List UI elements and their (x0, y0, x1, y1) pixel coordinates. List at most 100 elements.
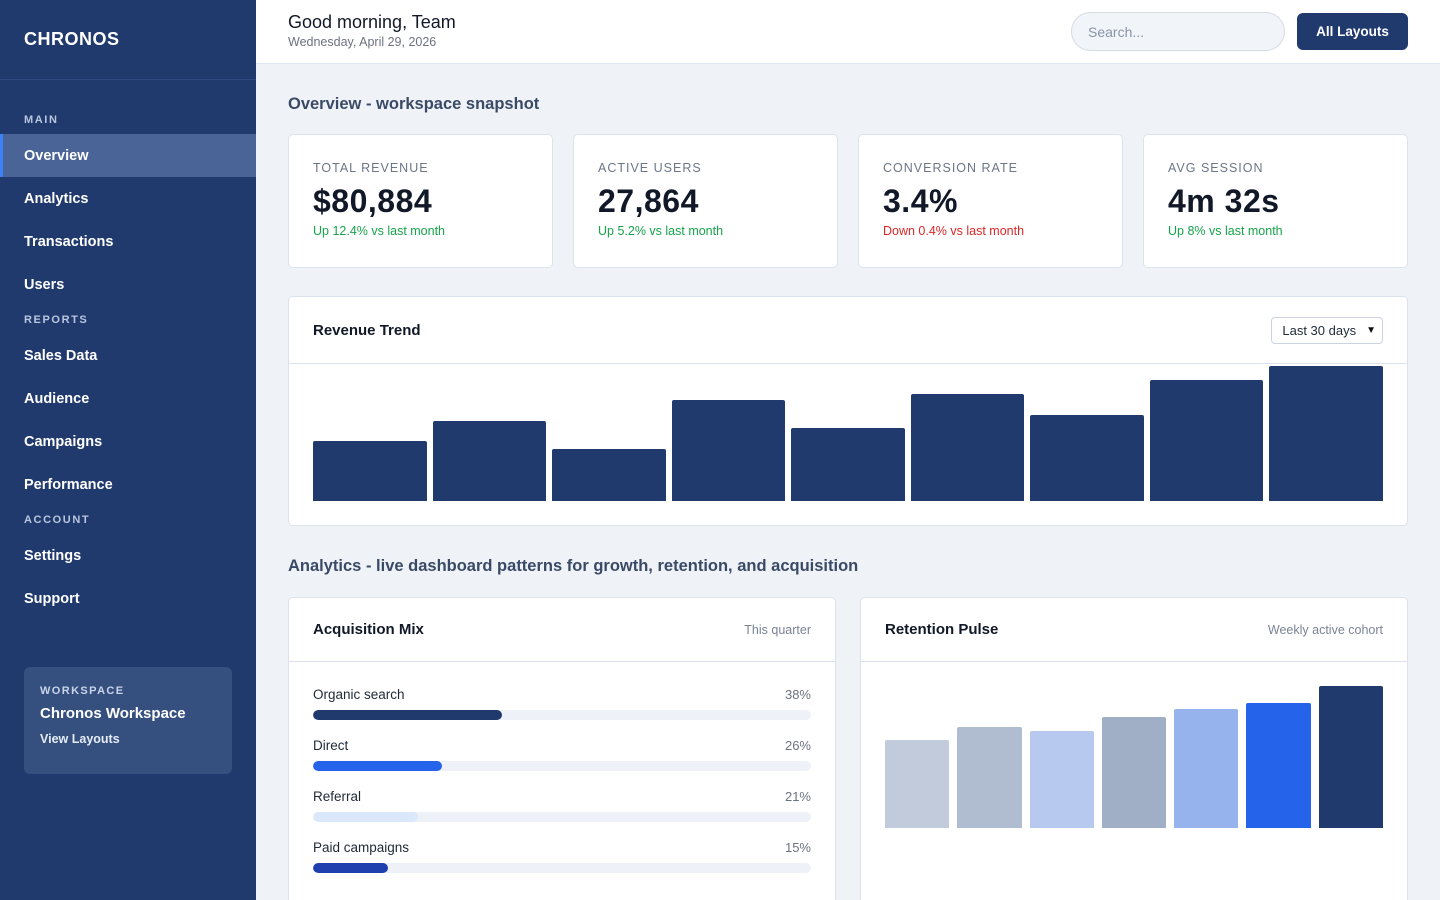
channel-row-header: Referral 21% (313, 789, 811, 804)
progress-track (313, 710, 811, 720)
retention-bar-chart (885, 686, 1383, 828)
chart-bar (313, 441, 427, 501)
chart-bar (957, 727, 1022, 828)
acquisition-subtitle: This quarter (744, 622, 811, 637)
kpi-card-avg-session: AVG SESSION 4m 32s Up 8% vs last month (1143, 134, 1408, 268)
channel-percent: 26% (784, 738, 811, 753)
date-range-value: Last 30 days (1282, 322, 1357, 338)
channel-name: Organic search (313, 687, 405, 702)
revenue-trend-header: Revenue Trend Last 30 days ▼ (289, 297, 1407, 364)
acquisition-mix-card: Acquisition Mix This quarter Organic sea… (288, 597, 836, 900)
chart-bar (1318, 686, 1383, 828)
kpi-label: TOTAL REVENUE (313, 161, 429, 175)
retention-subtitle: Weekly active cohort (1267, 622, 1383, 637)
revenue-trend-card: Revenue Trend Last 30 days ▼ (288, 296, 1408, 526)
date-range-select[interactable]: Last 30 days ▼ (1271, 316, 1383, 344)
current-date: Wednesday, April 29, 2026 (288, 35, 437, 49)
chart-bar (1030, 415, 1144, 501)
acquisition-header: Acquisition Mix This quarter (289, 598, 835, 662)
sidebar-item-campaigns[interactable]: Campaigns (24, 433, 103, 450)
kpi-card-conversion-rate: CONVERSION RATE 3.4% Down 0.4% vs last mon… (858, 134, 1123, 268)
sidebar-item-analytics[interactable]: Analytics (24, 190, 89, 207)
kpi-label: ACTIVE USERS (598, 161, 702, 175)
revenue-trend-title: Revenue Trend (313, 321, 421, 339)
kpi-delta: Up 5.2% vs last month (598, 224, 724, 238)
nav-section-reports: REPORTS (24, 314, 89, 326)
chart-bar (791, 427, 905, 501)
chevron-down-icon: ▼ (1366, 324, 1376, 336)
list-item: Paid campaigns 15% (313, 840, 811, 873)
channel-percent: 21% (784, 789, 811, 804)
kpi-value: 3.4% (883, 183, 958, 219)
channel-row-header: Organic search 38% (313, 687, 811, 702)
channel-name: Paid campaigns (313, 840, 410, 855)
chart-bar (1269, 366, 1383, 501)
progress-track (313, 761, 811, 771)
channel-percent: 15% (784, 840, 811, 855)
kpi-label: CONVERSION RATE (883, 161, 1018, 175)
chart-bar (1246, 703, 1311, 828)
channel-row-header: Paid campaigns 15% (313, 840, 811, 855)
sidebar-item-overview[interactable]: Overview (0, 134, 256, 177)
chart-bar (1029, 731, 1094, 828)
sidebar-item-audience[interactable]: Audience (24, 390, 90, 407)
list-item: Referral 21% (313, 789, 811, 822)
sidebar-item-settings[interactable]: Settings (24, 547, 82, 564)
workspace-label: WORKSPACE (40, 685, 125, 697)
chart-bar (671, 400, 786, 501)
kpi-value: 27,864 (598, 183, 699, 219)
overview-title: Overview - workspace snapshot (288, 95, 540, 113)
sidebar-item-sales-data[interactable]: Sales Data (24, 347, 98, 364)
channel-name: Direct (313, 738, 349, 753)
revenue-bar-chart (313, 365, 1383, 501)
kpi-delta: Up 8% vs last month (1168, 224, 1283, 238)
channel-percent: 38% (784, 687, 811, 702)
sidebar: CHRONOS MAIN Overview Analytics Transaction… (0, 0, 256, 900)
channel-name: Referral (313, 789, 362, 804)
kpi-label: AVG SESSION (1168, 161, 1264, 175)
progress-track (313, 812, 811, 822)
sidebar-item-users[interactable]: Users (24, 276, 65, 293)
retention-title: Retention Pulse (885, 621, 999, 638)
chart-bar (1101, 717, 1167, 828)
sidebar-item-performance[interactable]: Performance (24, 476, 113, 493)
progress-fill (313, 761, 443, 771)
greeting: Good morning, Team (288, 12, 456, 32)
kpi-card-active-users: ACTIVE USERS 27,864 Up 5.2% vs last month (573, 134, 838, 268)
sidebar-nav: MAIN Overview Analytics Transactions Users RE… (0, 80, 256, 620)
chart-bar (1174, 708, 1239, 828)
analytics-title: Analytics - live dashboard patterns for … (288, 557, 859, 575)
top-header: Good morning, Team Wednesday, April 29, … (256, 0, 1440, 64)
progress-fill (313, 710, 503, 720)
list-item: Organic search 38% (313, 687, 811, 720)
workspace-card: WORKSPACE Chronos Workspace View Layouts (24, 667, 232, 774)
all-layouts-button[interactable]: All Layouts (1297, 13, 1408, 50)
brand-logo: CHRONOS (0, 0, 256, 80)
kpi-delta: Down 0.4% vs last month (883, 224, 1025, 238)
kpi-delta: Up 12.4% vs last month (313, 224, 446, 238)
chart-bar (432, 420, 547, 501)
view-layouts-link[interactable]: View Layouts (40, 732, 120, 746)
kpi-value: $80,884 (313, 183, 433, 219)
nav-section-account: ACCOUNT (24, 514, 91, 526)
sidebar-item-transactions[interactable]: Transactions (24, 233, 114, 250)
kpi-value: 4m 32s (1168, 183, 1280, 219)
progress-track (313, 863, 811, 873)
chart-bar (1149, 379, 1264, 501)
chart-bar (910, 393, 1025, 501)
nav-section-main: MAIN (24, 114, 59, 126)
kpi-card-total-revenue: TOTAL REVENUE $80,884 Up 12.4% vs last mon… (288, 134, 553, 268)
retention-header: Retention Pulse Weekly active cohort (861, 598, 1407, 662)
acquisition-title: Acquisition Mix (313, 621, 424, 638)
list-item: Direct 26% (313, 738, 811, 771)
progress-fill (313, 812, 418, 822)
chart-bar (552, 449, 666, 501)
sidebar-item-support[interactable]: Support (24, 590, 80, 607)
progress-fill (313, 863, 388, 873)
chart-bar (885, 739, 950, 828)
workspace-name: Chronos Workspace (40, 705, 186, 722)
acquisition-list: Organic search 38% Direct 26% Referral 21% Pai… (289, 662, 835, 873)
search-input[interactable] (1071, 12, 1285, 51)
channel-row-header: Direct 26% (313, 738, 811, 753)
retention-pulse-card: Retention Pulse Weekly active cohort (860, 597, 1408, 900)
